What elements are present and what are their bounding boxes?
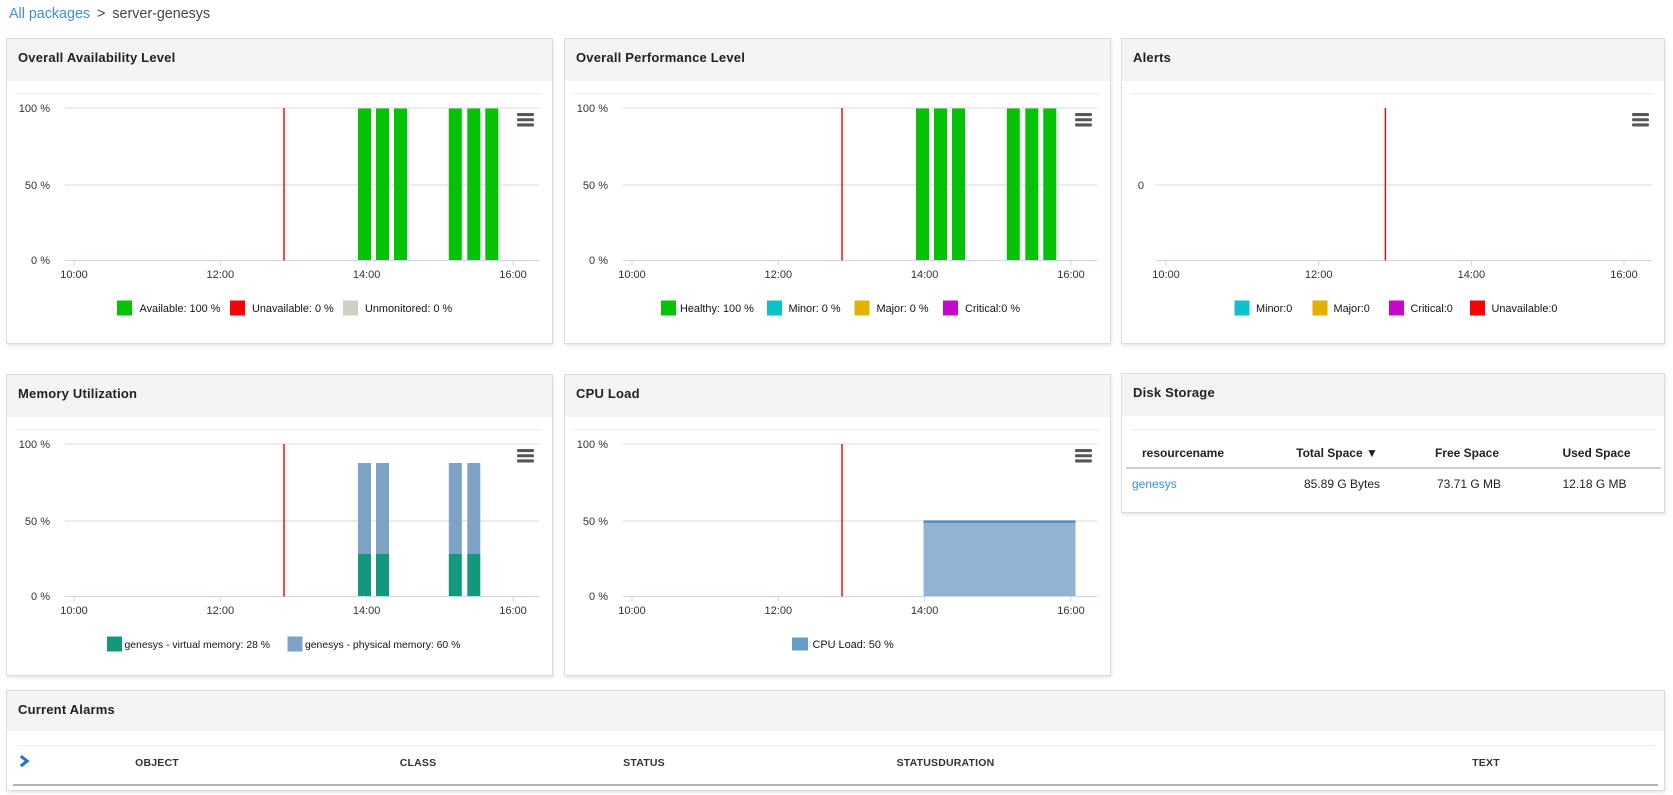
svg-text:14:00: 14:00 <box>911 605 939 617</box>
svg-text:10:00: 10:00 <box>60 605 88 617</box>
svg-text:14:00: 14:00 <box>911 269 939 281</box>
svg-text:14:00: 14:00 <box>353 269 381 281</box>
svg-text:50 %: 50 % <box>583 180 608 192</box>
svg-text:16:00: 16:00 <box>1610 269 1638 281</box>
svg-text:10:00: 10:00 <box>618 269 646 281</box>
svg-text:10:00: 10:00 <box>618 605 646 617</box>
svg-text:Critical:0 %: Critical:0 % <box>965 303 1020 315</box>
svg-text:0: 0 <box>1138 180 1144 192</box>
svg-text:50 %: 50 % <box>25 516 50 528</box>
svg-text:10:00: 10:00 <box>1152 269 1180 281</box>
svg-text:100 %: 100 % <box>19 103 50 115</box>
svg-text:genesys - physical memory: 60: genesys - physical memory: 60 % <box>305 640 460 651</box>
svg-text:0 %: 0 % <box>589 591 608 603</box>
svg-text:Critical:0: Critical:0 <box>1411 303 1453 315</box>
svg-text:12:00: 12:00 <box>765 605 793 617</box>
svg-text:100 %: 100 % <box>577 103 608 115</box>
svg-text:CPU Load: 50 %: CPU Load: 50 % <box>813 639 894 651</box>
svg-text:12:00: 12:00 <box>765 269 793 281</box>
svg-text:12:00: 12:00 <box>1305 269 1333 281</box>
svg-text:16:00: 16:00 <box>1057 269 1085 281</box>
svg-text:Unmonitored: 0 %: Unmonitored: 0 % <box>365 303 452 315</box>
svg-text:50 %: 50 % <box>25 180 50 192</box>
svg-text:0 %: 0 % <box>31 255 50 267</box>
svg-text:Minor:0: Minor:0 <box>1256 303 1292 315</box>
svg-text:16:00: 16:00 <box>499 605 527 617</box>
svg-text:12:00: 12:00 <box>207 605 235 617</box>
svg-text:Major:0: Major:0 <box>1334 303 1370 315</box>
svg-text:100 %: 100 % <box>577 439 608 451</box>
svg-text:Available: 100 %: Available: 100 % <box>140 303 221 315</box>
svg-text:0 %: 0 % <box>589 255 608 267</box>
svg-text:14:00: 14:00 <box>1458 269 1486 281</box>
svg-text:Minor: 0 %: Minor: 0 % <box>789 303 841 315</box>
svg-text:100 %: 100 % <box>19 439 50 451</box>
svg-text:genesys - virtual memory: 28 %: genesys - virtual memory: 28 % <box>125 640 271 651</box>
svg-text:Healthy: 100 %: Healthy: 100 % <box>680 303 754 315</box>
svg-text:Unavailable:0: Unavailable:0 <box>1492 303 1558 315</box>
svg-text:16:00: 16:00 <box>499 269 527 281</box>
svg-text:10:00: 10:00 <box>60 269 88 281</box>
svg-text:16:00: 16:00 <box>1057 605 1085 617</box>
svg-text:Unavailable: 0 %: Unavailable: 0 % <box>252 303 334 315</box>
svg-text:50 %: 50 % <box>583 516 608 528</box>
svg-text:14:00: 14:00 <box>353 605 381 617</box>
svg-text:Major: 0 %: Major: 0 % <box>877 303 929 315</box>
svg-text:0 %: 0 % <box>31 591 50 603</box>
svg-text:12:00: 12:00 <box>207 269 235 281</box>
